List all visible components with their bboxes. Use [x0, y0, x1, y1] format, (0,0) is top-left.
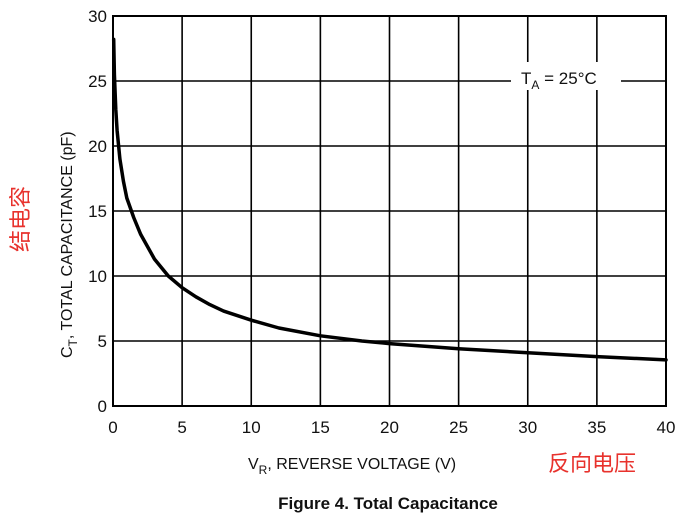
y-tick-label: 30 — [88, 7, 107, 26]
y-axis-label: CT, TOTAL CAPACITANCE (pF) — [59, 131, 80, 358]
x-tick-labels: 0 5 10 15 20 25 30 35 40 — [108, 418, 675, 437]
y-tick-label: 10 — [88, 267, 107, 286]
y-tick-labels: 0 5 10 15 20 25 30 — [88, 7, 107, 416]
x-tick-label: 30 — [518, 418, 537, 437]
y-tick-label: 5 — [98, 332, 107, 351]
x-tick-label: 20 — [380, 418, 399, 437]
x-tick-label: 10 — [242, 418, 261, 437]
x-tick-label: 35 — [587, 418, 606, 437]
x-tick-label: 40 — [657, 418, 676, 437]
x-tick-label: 15 — [311, 418, 330, 437]
x-tick-label: 0 — [108, 418, 117, 437]
x-axis-label: VR, REVERSE VOLTAGE (V) — [248, 456, 456, 477]
svg-text:TA = 25°C: TA = 25°C — [521, 69, 597, 92]
y-tick-label: 15 — [88, 202, 107, 221]
y-tick-label: 25 — [88, 72, 107, 91]
x-tick-label: 5 — [177, 418, 186, 437]
x-tick-label: 25 — [449, 418, 468, 437]
figure-caption: Figure 4. Total Capacitance — [278, 494, 498, 513]
temperature-annotation: TA = 25°C — [511, 62, 621, 92]
capacitance-curve — [111, 37, 668, 362]
x-axis-chinese-annotation: 反向电压 — [548, 452, 636, 477]
y-tick-label: 0 — [98, 397, 107, 416]
y-axis-chinese-annotation: 结电容 — [9, 186, 34, 252]
y-tick-label: 20 — [88, 137, 107, 156]
plot-frame — [112, 15, 667, 407]
